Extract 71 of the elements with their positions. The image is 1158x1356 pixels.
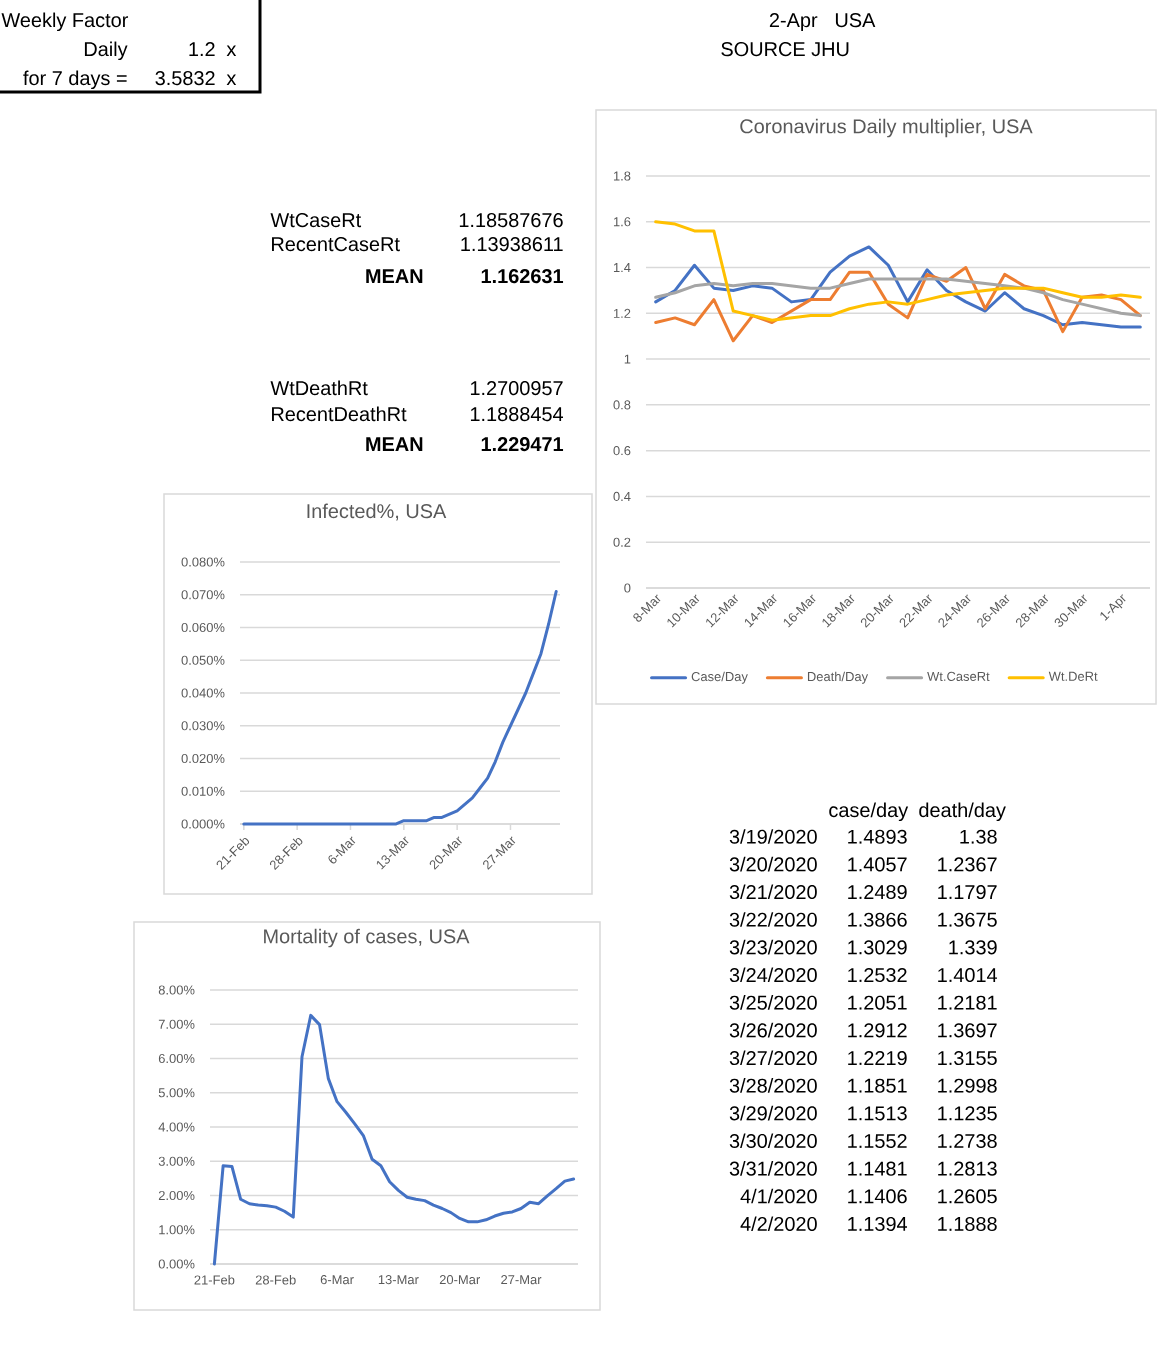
category-label: 3/20/2020 — [729, 856, 817, 872]
data-label: 1.3155 — [938, 1050, 997, 1066]
data-label: 1.2489 — [848, 885, 907, 900]
data-label: 1.3866 — [848, 912, 907, 927]
data-label: 1.1481 — [848, 1161, 907, 1176]
category-label: 3/27/2020 — [729, 1050, 817, 1066]
text: death/day — [919, 802, 1006, 822]
category-label: 3/23/2020 — [729, 939, 817, 955]
data-label: 1.1851 — [848, 1078, 907, 1093]
category-label: 4/2/2020 — [740, 1216, 817, 1232]
data-label: 1.38 — [960, 829, 997, 844]
data-label: 1.3697 — [938, 1023, 997, 1038]
data-label: 1.2532 — [848, 967, 907, 983]
category-label: 3/22/2020 — [729, 912, 817, 927]
data-label: 1.13938611 — [461, 237, 563, 252]
data-label: 1.3675 — [938, 912, 997, 927]
data-label: 1.1552 — [848, 1133, 907, 1149]
data-label: 1.162631 — [481, 269, 564, 284]
data-label: 1.1888454 — [470, 407, 564, 422]
data-label: 1.2998 — [938, 1078, 997, 1093]
category-label: 3/25/2020 — [729, 995, 817, 1010]
data-label: 1.2912 — [848, 1023, 907, 1038]
category-label: 3/19/2020 — [729, 829, 817, 844]
category-label: 3/31/2020 — [729, 1161, 817, 1176]
category-label: 3/26/2020 — [729, 1022, 817, 1038]
category-label: 3/29/2020 — [729, 1105, 817, 1121]
text: 2-Apr — [769, 13, 818, 32]
category-label: WtDeathRt — [270, 380, 368, 396]
data-label: 1.4893 — [848, 829, 907, 844]
text: USA — [835, 13, 876, 28]
source-note: SOURCE JHU — [721, 42, 849, 57]
data-label: 1.1406 — [848, 1189, 907, 1204]
data-label: 1.2219 — [848, 1050, 907, 1066]
category-label: WtCaseRt — [270, 213, 362, 228]
chart-title: Infected%, USA — [307, 503, 447, 521]
category-label: 3/28/2020 — [729, 1078, 817, 1093]
data-label: 1.1235 — [938, 1106, 997, 1121]
category-label: 4/1/2020 — [740, 1188, 817, 1204]
data-label: 1.4014 — [938, 967, 998, 983]
chart-title: Coronavirus Daily multiplier, USA — [740, 118, 1033, 138]
data-label: 1.18587676 — [459, 213, 563, 228]
category-label: for 7 days = — [23, 70, 127, 90]
category-label: Daily — [84, 41, 128, 61]
data-label: 1.229471 — [481, 437, 564, 452]
category-label: MEAN — [366, 437, 423, 451]
data-label: 1.2700957 — [470, 381, 563, 396]
data-label: 1.1797 — [938, 885, 997, 900]
data-label: 1.2181 — [938, 995, 997, 1010]
data-label: 1.2813 — [938, 1161, 997, 1176]
text: Weekly Factor — [1, 12, 129, 32]
text: case/day — [829, 802, 909, 822]
category-label: RecentDeathRt — [272, 406, 407, 422]
data-label: 1.339 — [949, 940, 997, 955]
data-label: 3.5832 — [155, 71, 215, 86]
category-label: RecentCaseRt — [272, 237, 400, 252]
category-label: 3/21/2020 — [729, 884, 817, 900]
chart-title: Mortality of cases, USA — [264, 928, 470, 948]
data-label: 1.1513 — [848, 1106, 907, 1121]
data-label: 1.3029 — [848, 940, 907, 955]
data-label: 1.2367 — [938, 857, 997, 872]
data-label: 1.1394 — [848, 1216, 908, 1232]
data-label: 1.1888 — [938, 1216, 997, 1232]
category-label: 3/30/2020 — [729, 1133, 817, 1149]
data-label: 1.4057 — [848, 857, 907, 872]
data-label: 1.2051 — [848, 995, 907, 1010]
text: x — [226, 74, 237, 85]
text: x — [226, 45, 237, 56]
data-label: 1.2605 — [938, 1189, 997, 1204]
data-label: 1.2738 — [938, 1133, 997, 1149]
category-label: 3/24/2020 — [729, 967, 817, 983]
category-label: MEAN — [366, 269, 423, 283]
